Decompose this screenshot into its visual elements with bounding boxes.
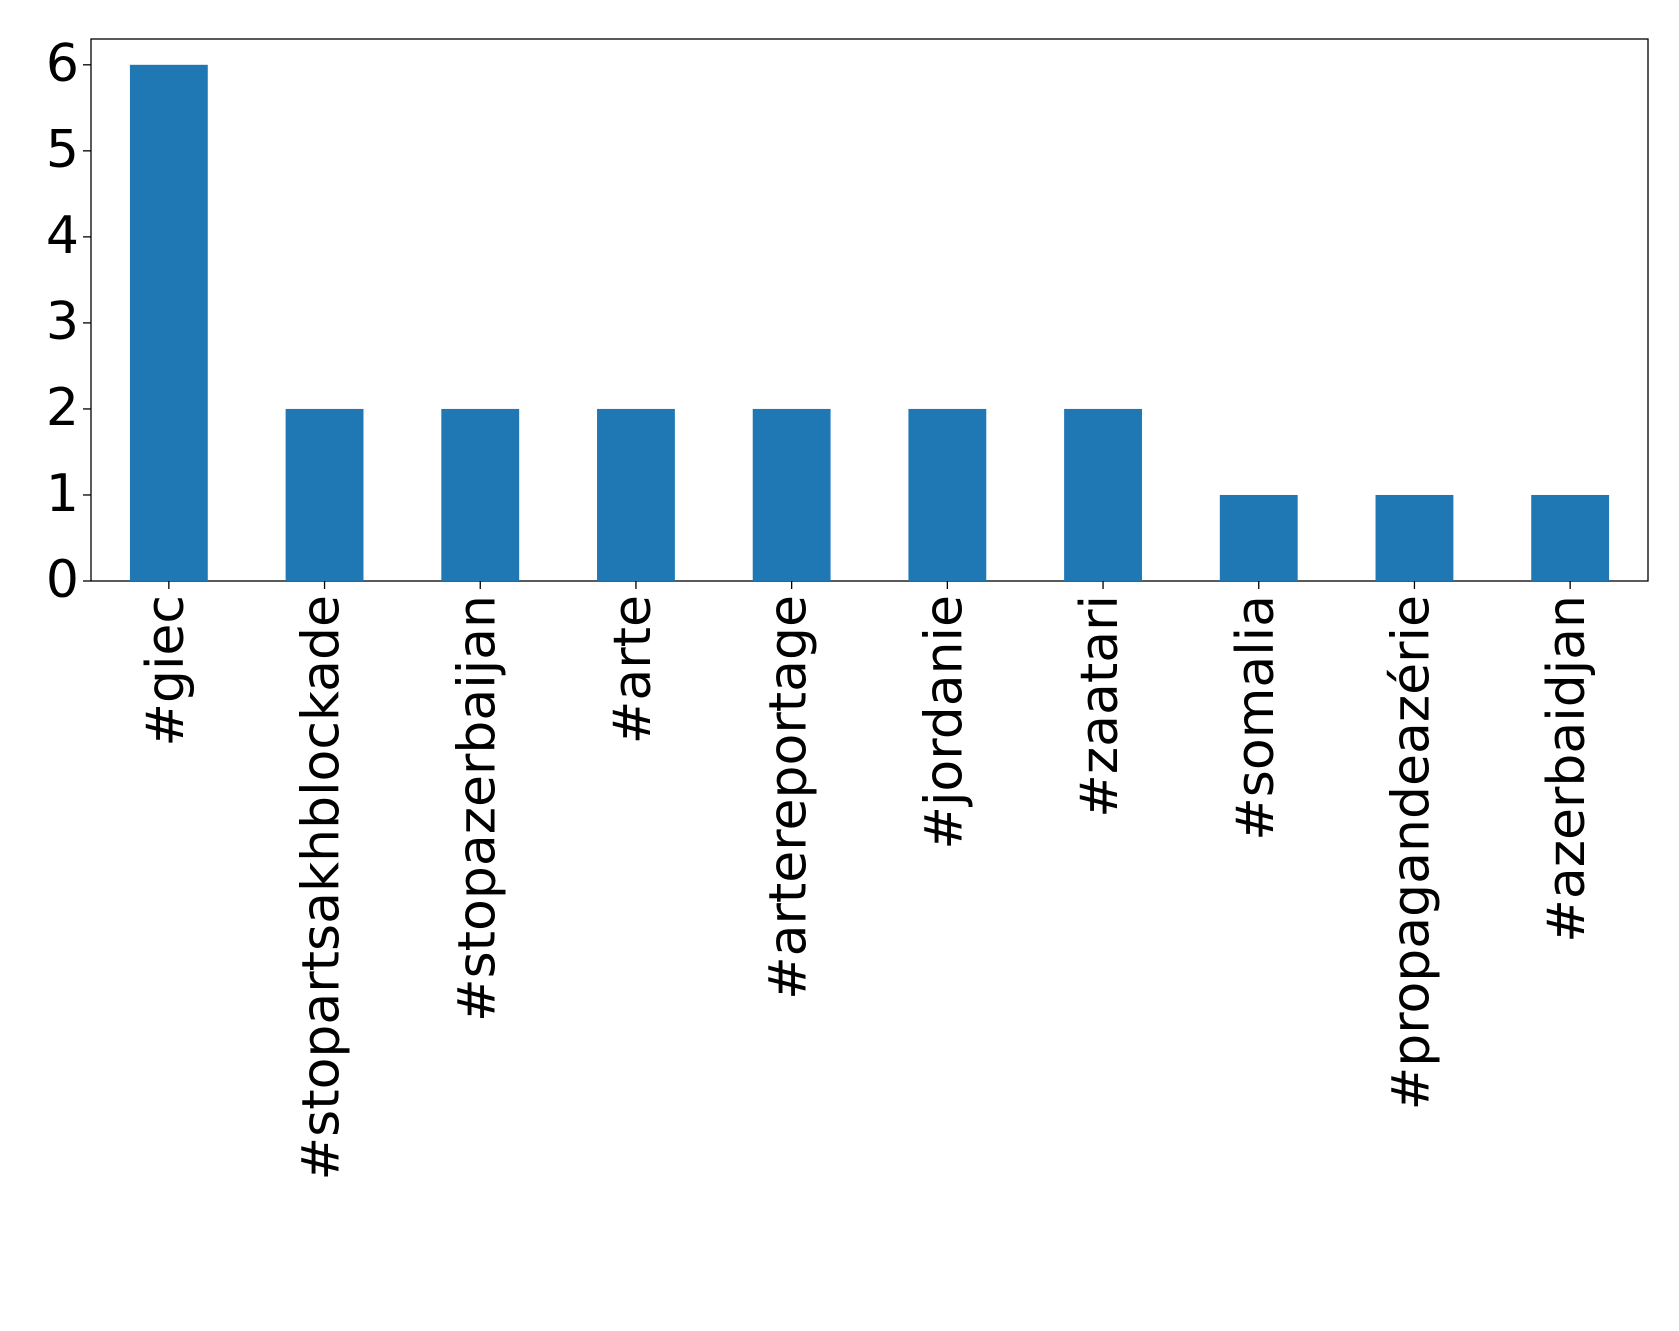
x-tick-label: #propagandeazérie bbox=[1381, 595, 1441, 1110]
bar bbox=[752, 408, 831, 581]
x-tick-label: #somalia bbox=[1226, 595, 1286, 841]
bar bbox=[1531, 494, 1610, 581]
bar bbox=[1219, 494, 1298, 581]
y-tick-label: 4 bbox=[46, 206, 79, 266]
x-tick-label: #zaatari bbox=[1070, 595, 1130, 818]
y-tick-label: 5 bbox=[46, 120, 79, 180]
x-tick-label: #giec bbox=[136, 595, 196, 747]
plot-frame bbox=[90, 38, 1649, 582]
y-tick-label: 3 bbox=[46, 292, 79, 352]
y-tick-label: 2 bbox=[46, 378, 79, 438]
bar bbox=[441, 408, 520, 581]
x-tick-label: #stopazerbaijan bbox=[447, 595, 507, 1022]
bar bbox=[597, 408, 675, 581]
y-tick-label: 0 bbox=[46, 550, 79, 610]
bar bbox=[1375, 494, 1454, 581]
x-tick-label: #azerbaidjan bbox=[1537, 595, 1597, 943]
x-tick-label: #artereportage bbox=[759, 595, 819, 1000]
bar bbox=[129, 64, 208, 582]
y-tick-label: 6 bbox=[46, 34, 79, 94]
bar bbox=[285, 408, 364, 581]
x-tick-label: #stopartsakhblockade bbox=[292, 595, 352, 1180]
x-tick-label: #jordanie bbox=[914, 595, 974, 850]
bar bbox=[908, 408, 987, 581]
x-tick-label: #arte bbox=[603, 595, 663, 744]
bar bbox=[1064, 408, 1142, 581]
y-tick-label: 1 bbox=[46, 464, 79, 524]
